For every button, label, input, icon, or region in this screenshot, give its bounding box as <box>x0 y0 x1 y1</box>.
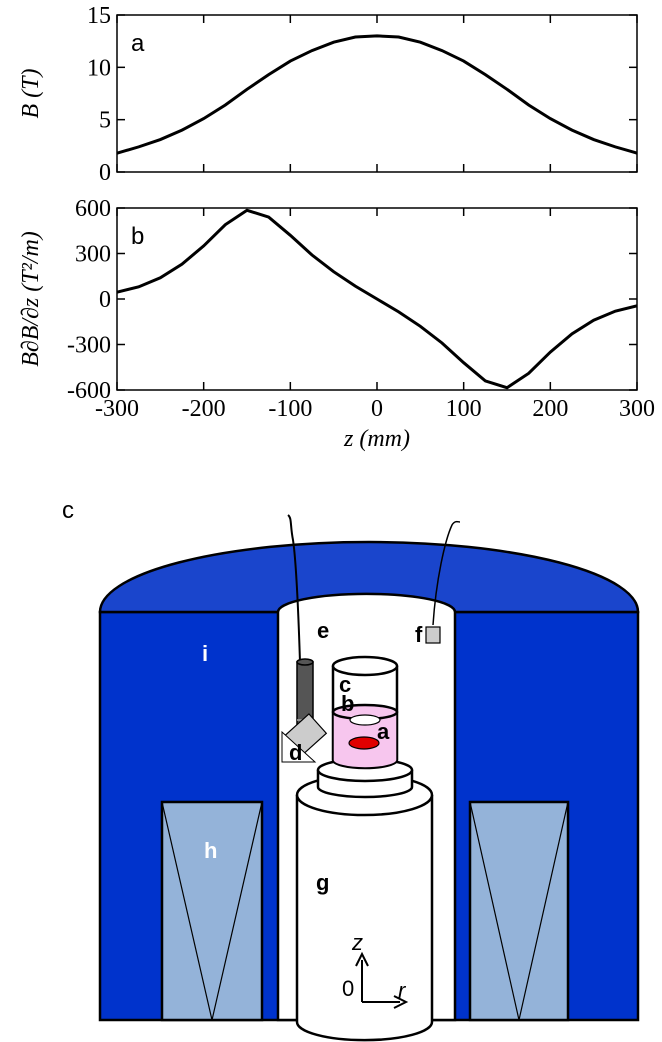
coil-line <box>469 801 569 1021</box>
axis-label: z <box>351 930 363 955</box>
y-tick-label: 10 <box>87 55 111 81</box>
y-tick-label: 600 <box>75 196 111 222</box>
drop-b <box>349 714 381 726</box>
line <box>116 34 638 155</box>
label: c <box>339 672 351 697</box>
diagram: c z 0 r a b c d e f g h i <box>62 497 640 1042</box>
label: g <box>316 870 329 895</box>
label: a <box>377 719 390 744</box>
label: d <box>289 740 302 765</box>
x-tick-label: -100 <box>268 396 312 422</box>
y-tick-label: 15 <box>87 3 111 29</box>
panel-label: a <box>131 30 145 57</box>
axis-label: 0 <box>342 976 354 1001</box>
probe-top <box>296 658 314 666</box>
x-tick-label: 100 <box>446 396 482 422</box>
cuvette-top <box>331 655 399 677</box>
cable <box>287 514 301 663</box>
y-tick-label: 0 <box>99 160 111 186</box>
cable <box>432 520 461 626</box>
y-axis-label: B∂B/∂z (T²/m) <box>18 231 44 367</box>
arrow-head <box>393 995 409 1009</box>
label: i <box>202 641 208 666</box>
y-tick-label: 300 <box>75 242 111 268</box>
label: b <box>341 691 354 716</box>
x-tick-label: 300 <box>619 396 655 422</box>
panel-label: c <box>62 497 74 524</box>
sensor <box>425 626 441 644</box>
x-axis-label: z (mm) <box>343 426 410 452</box>
panel-label: b <box>131 223 144 250</box>
mirror-base <box>281 730 317 763</box>
drop-a <box>348 736 380 750</box>
plot-frame <box>116 14 638 173</box>
x-tick-label: -200 <box>182 396 226 422</box>
coil <box>468 800 570 1022</box>
coil <box>160 800 264 1022</box>
y-tick-label: 5 <box>99 108 111 134</box>
axis-label: r <box>398 978 407 1003</box>
y-axis-label: B (T) <box>18 69 44 119</box>
label: h <box>204 838 217 863</box>
x-tick-label: -300 <box>95 396 139 422</box>
label: e <box>317 618 329 643</box>
x-tick-label: 200 <box>532 396 568 422</box>
magnet-top <box>98 540 640 614</box>
arrow-head <box>355 951 369 967</box>
y-tick-label: 0 <box>99 287 111 313</box>
line <box>116 208 638 390</box>
label: f <box>415 622 423 647</box>
coil-line <box>161 801 263 1021</box>
y-tick-label: -300 <box>67 333 111 359</box>
x-tick-label: 0 <box>371 396 383 422</box>
y-tick-label: -600 <box>67 378 111 404</box>
stage <box>295 795 434 1042</box>
